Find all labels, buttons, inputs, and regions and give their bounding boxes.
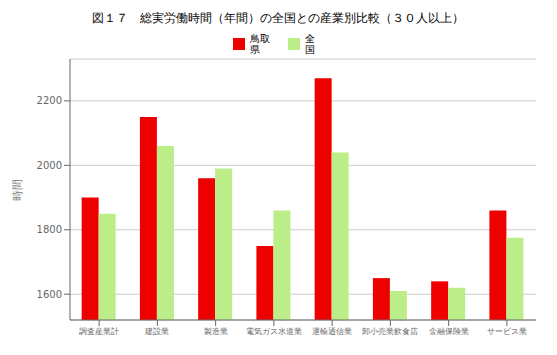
svg-text:時間: 時間 bbox=[11, 179, 24, 201]
svg-text:運輸通信業: 運輸通信業 bbox=[312, 327, 352, 336]
html-text:図１７ 総実労働時間（年間）の全国との産業別比較（３０人以上: 図１７ 総実労働時間（年間）の全国との産業別比較（３０人以上） bbox=[92, 11, 464, 25]
html-text:県: 県 bbox=[250, 44, 260, 55]
svg-text:金融保険業: 金融保険業 bbox=[429, 327, 469, 336]
svg-text:製造業: 製造業 bbox=[204, 327, 228, 336]
svg-text:1600: 1600 bbox=[37, 289, 62, 300]
svg-text:調査産業計: 調査産業計 bbox=[79, 327, 119, 336]
svg-text:2000: 2000 bbox=[37, 160, 62, 171]
svg-text:2200: 2200 bbox=[37, 95, 62, 106]
svg-text:電気ガス水道業: 電気ガス水道業 bbox=[246, 327, 302, 336]
svg-text:卸小売業飲食店: 卸小売業飲食店 bbox=[362, 327, 418, 336]
html-text:国: 国 bbox=[305, 44, 315, 55]
html-text:全: 全 bbox=[305, 33, 315, 44]
svg-text:1800: 1800 bbox=[37, 224, 62, 235]
html-text:鳥取: 鳥取 bbox=[250, 33, 270, 44]
svg-text:サービス業: サービス業 bbox=[487, 327, 527, 336]
svg-text:建設業: 建設業 bbox=[144, 327, 169, 336]
